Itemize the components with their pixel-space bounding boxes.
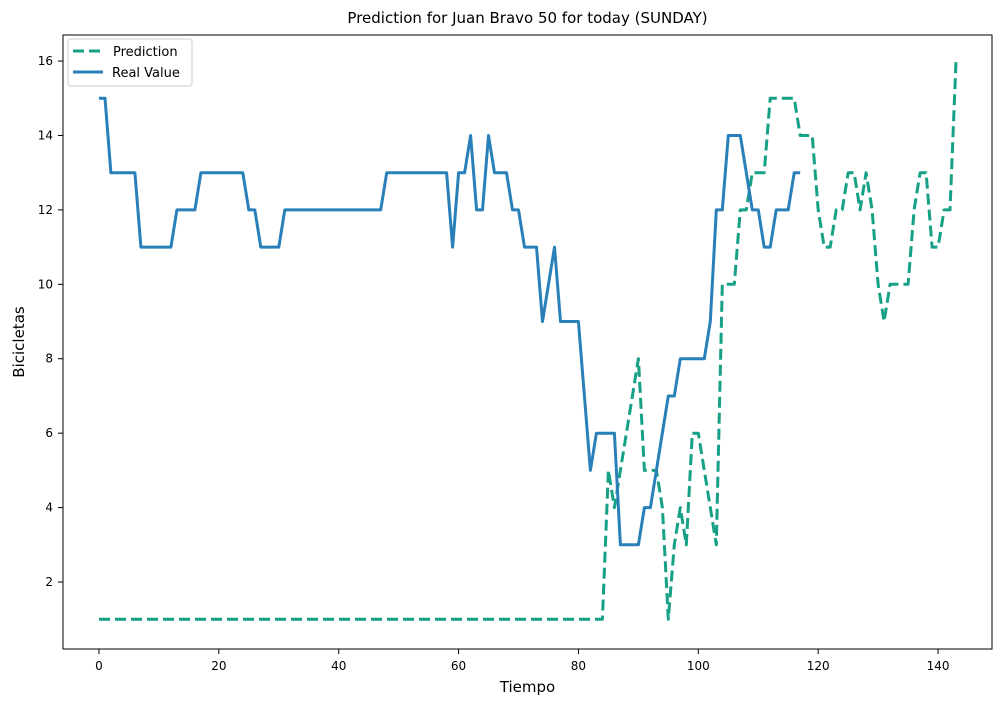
y-tick-label: 16 (38, 54, 53, 68)
x-tick-label: 100 (687, 659, 710, 673)
y-axis: 2 4 6 8 10 12 14 16 (38, 54, 63, 589)
x-axis-label: Tiempo (499, 678, 555, 696)
y-tick-label: 10 (38, 277, 53, 291)
legend-label-prediction: Prediction (113, 45, 178, 60)
y-tick-label: 6 (45, 426, 53, 440)
y-tick-label: 4 (45, 501, 53, 515)
legend: Prediction Real Value (67, 38, 193, 87)
x-axis: 0 20 40 60 80 100 120 140 (95, 649, 950, 673)
x-tick-label: 20 (211, 659, 226, 673)
x-tick-label: 40 (331, 659, 346, 673)
y-tick-label: 8 (45, 352, 53, 366)
x-tick-label: 140 (927, 659, 950, 673)
x-tick-label: 60 (451, 659, 466, 673)
chart-title: Prediction for Juan Bravo 50 for today (… (347, 9, 707, 27)
series-line-real-value (99, 96, 801, 547)
legend-label-real-value: Real Value (112, 66, 180, 81)
y-tick-label: 2 (45, 575, 53, 589)
x-tick-label: 0 (95, 659, 103, 673)
y-tick-label: 12 (38, 203, 53, 217)
plot-lines (99, 60, 958, 621)
y-tick-label: 14 (38, 128, 53, 142)
series-line-prediction (99, 60, 958, 621)
plot-area-frame (62, 34, 993, 650)
x-tick-label: 120 (807, 659, 830, 673)
y-axis-label: Bicicletas (10, 306, 28, 378)
x-tick-label: 80 (571, 659, 586, 673)
